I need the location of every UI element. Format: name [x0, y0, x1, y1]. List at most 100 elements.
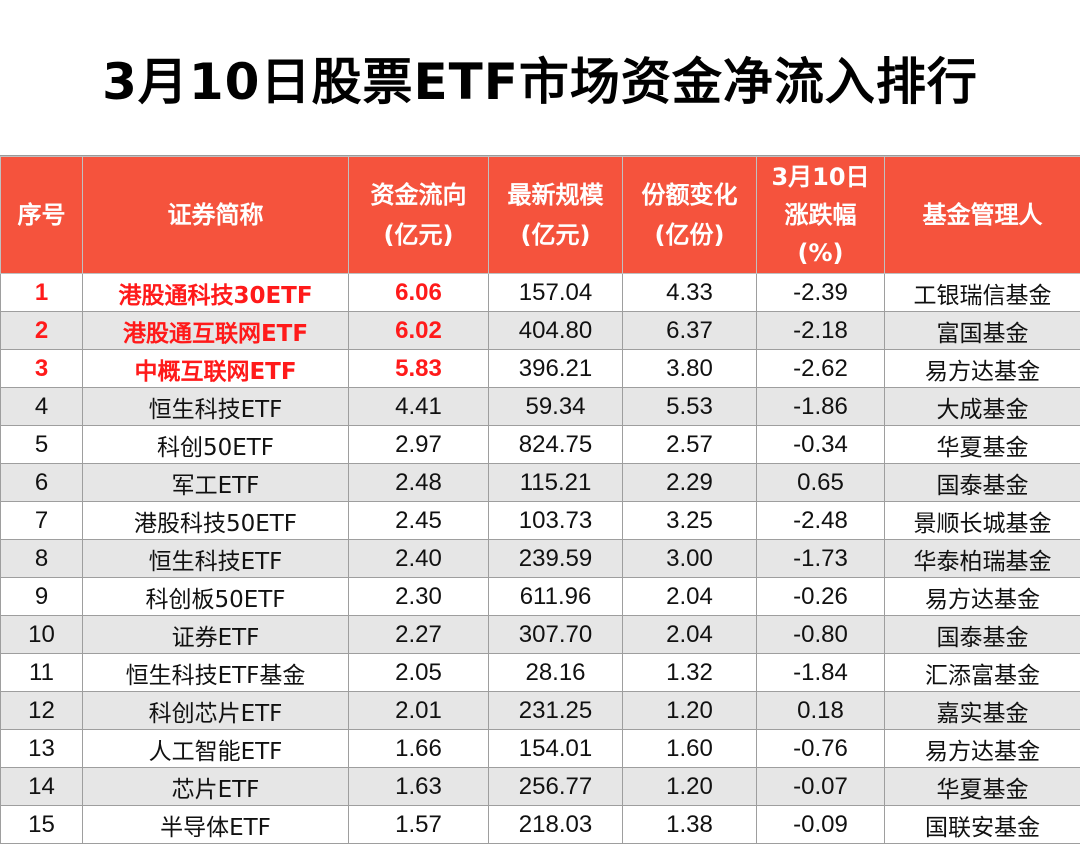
price-change-cell: -0.26 — [757, 578, 885, 616]
fund-manager-cell: 华夏基金 — [885, 768, 1080, 806]
price-change-cell: -2.62 — [757, 350, 885, 388]
scale-cell: 611.96 — [489, 578, 623, 616]
rank-cell: 13 — [1, 730, 83, 768]
fund-manager-cell: 易方达基金 — [885, 730, 1080, 768]
fund-manager-cell: 富国基金 — [885, 312, 1080, 350]
price-change-cell: -0.07 — [757, 768, 885, 806]
price-change-cell: -2.48 — [757, 502, 885, 540]
price-change-cell: 0.18 — [757, 692, 885, 730]
security-name-cell: 人工智能ETF — [83, 730, 349, 768]
scale-cell: 256.77 — [489, 768, 623, 806]
scale-cell: 154.01 — [489, 730, 623, 768]
col-header-manager: 基金管理人 — [885, 157, 1080, 274]
fund-manager-cell: 嘉实基金 — [885, 692, 1080, 730]
security-name-cell: 科创50ETF — [83, 426, 349, 464]
rank-cell: 7 — [1, 502, 83, 540]
etf-inflow-table: 序号 证券简称 资金流向(亿元) 最新规模(亿元) 份额变化(亿份) 3月10日… — [0, 156, 1080, 844]
rank-cell: 8 — [1, 540, 83, 578]
share-change-cell: 1.32 — [623, 654, 757, 692]
fund-manager-cell: 易方达基金 — [885, 350, 1080, 388]
fund-flow-cell: 6.06 — [349, 274, 489, 312]
share-change-cell: 6.37 — [623, 312, 757, 350]
fund-flow-cell: 1.63 — [349, 768, 489, 806]
share-change-cell: 5.53 — [623, 388, 757, 426]
fund-manager-cell: 景顺长城基金 — [885, 502, 1080, 540]
fund-flow-cell: 4.41 — [349, 388, 489, 426]
fund-manager-cell: 汇添富基金 — [885, 654, 1080, 692]
fund-flow-cell: 1.66 — [349, 730, 489, 768]
rank-cell: 12 — [1, 692, 83, 730]
page-title: 3月10日股票ETF市场资金净流入排行 — [0, 0, 1080, 156]
rank-cell: 11 — [1, 654, 83, 692]
scale-cell: 59.34 — [489, 388, 623, 426]
fund-flow-cell: 2.45 — [349, 502, 489, 540]
scale-cell: 396.21 — [489, 350, 623, 388]
fund-manager-cell: 国泰基金 — [885, 616, 1080, 654]
fund-flow-cell: 2.01 — [349, 692, 489, 730]
fund-manager-cell: 工银瑞信基金 — [885, 274, 1080, 312]
security-name-cell: 港股通互联网ETF — [83, 312, 349, 350]
rank-cell: 3 — [1, 350, 83, 388]
price-change-cell: -1.86 — [757, 388, 885, 426]
fund-flow-cell: 5.83 — [349, 350, 489, 388]
security-name-cell: 芯片ETF — [83, 768, 349, 806]
header-row: 序号 证券简称 资金流向(亿元) 最新规模(亿元) 份额变化(亿份) 3月10日… — [1, 157, 1080, 274]
share-change-cell: 2.29 — [623, 464, 757, 502]
col-header-rank: 序号 — [1, 157, 83, 274]
security-name-cell: 科创板50ETF — [83, 578, 349, 616]
rank-cell: 10 — [1, 616, 83, 654]
security-name-cell: 中概互联网ETF — [83, 350, 349, 388]
security-name-cell: 恒生科技ETF — [83, 540, 349, 578]
share-change-cell: 2.57 — [623, 426, 757, 464]
rank-cell: 15 — [1, 806, 83, 844]
price-change-cell: -0.34 — [757, 426, 885, 464]
scale-cell: 115.21 — [489, 464, 623, 502]
rank-cell: 4 — [1, 388, 83, 426]
price-change-cell: 0.65 — [757, 464, 885, 502]
security-name-cell: 军工ETF — [83, 464, 349, 502]
security-name-cell: 恒生科技ETF — [83, 388, 349, 426]
scale-cell: 157.04 — [489, 274, 623, 312]
rank-cell: 9 — [1, 578, 83, 616]
scale-cell: 103.73 — [489, 502, 623, 540]
price-change-cell: -0.80 — [757, 616, 885, 654]
rank-cell: 1 — [1, 274, 83, 312]
col-header-name: 证券简称 — [83, 157, 349, 274]
fund-manager-cell: 华夏基金 — [885, 426, 1080, 464]
fund-manager-cell: 国泰基金 — [885, 464, 1080, 502]
fund-flow-cell: 2.48 — [349, 464, 489, 502]
share-change-cell: 2.04 — [623, 616, 757, 654]
price-change-cell: -1.84 — [757, 654, 885, 692]
fund-flow-cell: 2.40 — [349, 540, 489, 578]
fund-manager-cell: 大成基金 — [885, 388, 1080, 426]
rank-cell: 6 — [1, 464, 83, 502]
scale-cell: 28.16 — [489, 654, 623, 692]
rank-cell: 14 — [1, 768, 83, 806]
share-change-cell: 3.80 — [623, 350, 757, 388]
fund-flow-cell: 1.57 — [349, 806, 489, 844]
security-name-cell: 科创芯片ETF — [83, 692, 349, 730]
scale-cell: 824.75 — [489, 426, 623, 464]
rank-cell: 2 — [1, 312, 83, 350]
price-change-cell: -1.73 — [757, 540, 885, 578]
rank-cell: 5 — [1, 426, 83, 464]
security-name-cell: 证券ETF — [83, 616, 349, 654]
share-change-cell: 3.25 — [623, 502, 757, 540]
scale-cell: 218.03 — [489, 806, 623, 844]
col-header-share: 份额变化(亿份) — [623, 157, 757, 274]
share-change-cell: 1.20 — [623, 692, 757, 730]
share-change-cell: 1.38 — [623, 806, 757, 844]
